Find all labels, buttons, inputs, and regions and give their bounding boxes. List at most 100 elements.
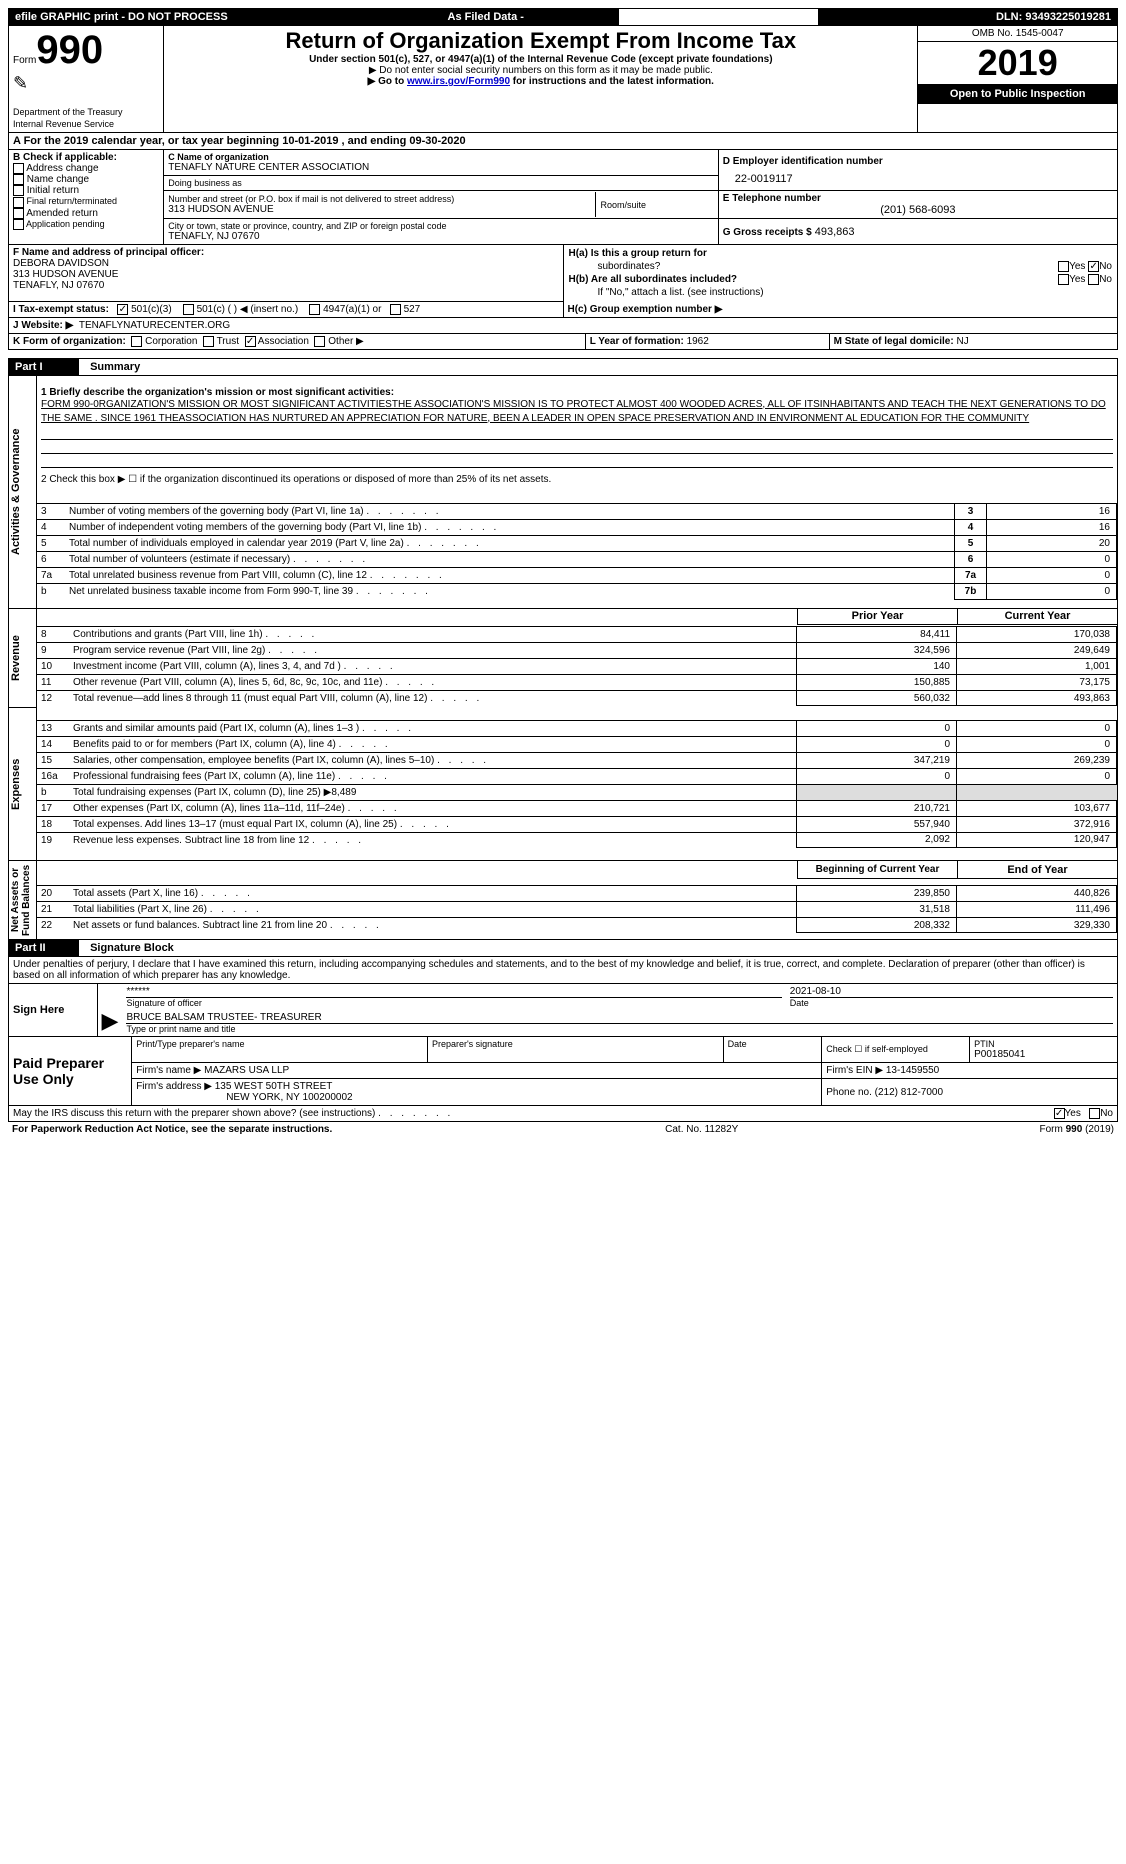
dln: DLN: 93493225019281	[818, 9, 1117, 26]
a-mid: , and ending	[338, 135, 409, 147]
checkbox-assoc[interactable]: ✓	[245, 336, 256, 347]
side-ag-label: Activities & Governance	[10, 377, 22, 607]
summary-row: 9Program service revenue (Part VIII, lin…	[37, 642, 1117, 658]
summary-row: 19Revenue less expenses. Subtract line 1…	[37, 832, 1117, 848]
checkbox-trust[interactable]	[203, 336, 214, 347]
side-rev-label: Revenue	[10, 610, 22, 706]
checkbox-4947[interactable]	[309, 304, 320, 315]
i-label: I Tax-exempt status:	[13, 304, 109, 315]
checkbox-final-return[interactable]	[13, 197, 24, 208]
checkbox-initial-return[interactable]	[13, 185, 24, 196]
irs-link[interactable]: www.irs.gov/Form990	[407, 76, 510, 87]
checkbox-address-change[interactable]	[13, 163, 24, 174]
line-value: 16	[987, 504, 1117, 520]
a-pre: A For the 2019 calendar year, or tax yea…	[13, 135, 282, 147]
current-value: 440,826	[957, 885, 1117, 901]
line-no: 15	[37, 752, 69, 768]
side-revenue: Revenue	[9, 609, 37, 708]
summary-row: 16aProfessional fundraising fees (Part I…	[37, 768, 1117, 784]
sig-label: Signature of officer	[126, 998, 781, 1008]
section-c-street: Number and street (or P.O. box if mail i…	[164, 191, 719, 219]
checkbox-amended[interactable]	[13, 208, 24, 219]
summary-row: 3Number of voting members of the governi…	[37, 504, 1117, 520]
entity-block: B Check if applicable: Address change Na…	[8, 150, 1118, 245]
ha-label2: subordinates?	[568, 260, 895, 273]
checkbox-hb-no[interactable]	[1088, 274, 1099, 285]
checkbox-501c3[interactable]: ✓	[117, 304, 128, 315]
checkbox-501c[interactable]	[183, 304, 194, 315]
checkbox-app-pending[interactable]	[13, 219, 24, 230]
checkbox-ha-no[interactable]: ✓	[1088, 261, 1099, 272]
prior-year-hdr: Prior Year	[798, 609, 958, 624]
section-h: H(a) Is this a group return for subordin…	[563, 245, 1118, 301]
checkbox-other[interactable]	[314, 336, 325, 347]
pra-notice: For Paperwork Reduction Act Notice, see …	[8, 1122, 563, 1137]
dba-label: Doing business as	[168, 178, 714, 188]
ptin: P00185041	[974, 1049, 1113, 1060]
summary-row: bTotal fundraising expenses (Part IX, co…	[37, 784, 1117, 800]
note2-post: for instructions and the latest informat…	[510, 76, 714, 87]
checkbox-527[interactable]	[390, 304, 401, 315]
firm-addr1: 135 WEST 50TH STREET	[215, 1081, 333, 1092]
side-expenses: Expenses	[9, 708, 37, 861]
line-text: Total fundraising expenses (Part IX, col…	[69, 784, 797, 800]
section-klm: K Form of organization: Corporation Trus…	[8, 334, 1118, 350]
dept: Department of the Treasury Internal Reve…	[13, 107, 123, 129]
line-no: 14	[37, 736, 69, 752]
section-j: J Website: ▶ TENAFLYNATURECENTER.ORG	[8, 318, 1118, 334]
checkbox-hb-yes[interactable]	[1058, 274, 1069, 285]
b-item: Address change	[26, 163, 98, 174]
open-inspection: Open to Public Inspection	[918, 84, 1117, 104]
checkbox-discuss-no[interactable]	[1089, 1108, 1100, 1119]
hc-label: H(c) Group exemption number ▶	[568, 304, 723, 315]
prior-value: 0	[797, 736, 957, 752]
line-no: 22	[37, 917, 69, 933]
checkbox-name-change[interactable]	[13, 174, 24, 185]
line-text: Revenue less expenses. Subtract line 18 …	[69, 832, 797, 848]
summary-row: 8Contributions and grants (Part VIII, li…	[37, 626, 1117, 642]
section-b: B Check if applicable: Address change Na…	[9, 150, 164, 245]
current-value: 111,496	[957, 901, 1117, 917]
form-subtitle: Under section 501(c), 527, or 4947(a)(1)…	[168, 54, 913, 65]
current-value: 120,947	[957, 832, 1117, 848]
gross-receipts: 493,863	[815, 226, 855, 238]
domicile: NJ	[956, 336, 968, 347]
section-c-name: C Name of organization TENAFLY NATURE CE…	[164, 150, 719, 176]
line-no: 18	[37, 816, 69, 832]
side-exp-label: Expenses	[10, 709, 22, 859]
line-no: 19	[37, 832, 69, 848]
sig-date-label: Date	[790, 998, 1113, 1008]
a-begin: 10-01-2019	[282, 135, 338, 147]
note2-pre: ▶ Go to	[368, 76, 407, 87]
checkbox-discuss-yes[interactable]: ✓	[1054, 1108, 1065, 1119]
summary-row: 21Total liabilities (Part X, line 26) . …	[37, 901, 1117, 917]
line-text: Total number of individuals employed in …	[65, 536, 955, 552]
i-501c: 501(c) ( ) ◀ (insert no.)	[197, 304, 299, 315]
line-box: 7b	[955, 584, 987, 600]
officer-addr2: TENAFLY, NJ 07670	[13, 280, 559, 291]
b-item: Name change	[27, 174, 89, 185]
current-value: 170,038	[957, 626, 1117, 642]
checkbox-ha-yes[interactable]	[1058, 261, 1069, 272]
prior-value: 84,411	[797, 626, 957, 642]
g-label: G Gross receipts $	[723, 227, 812, 238]
checkbox-corp[interactable]	[131, 336, 142, 347]
line-box: 5	[955, 536, 987, 552]
section-i: I Tax-exempt status: ✓ 501(c)(3) 501(c) …	[9, 301, 564, 317]
form-header: Form990 ✎ Department of the Treasury Int…	[8, 26, 1118, 133]
line-no: 6	[37, 552, 65, 568]
summary-row: 15Salaries, other compensation, employee…	[37, 752, 1117, 768]
line-value: 16	[987, 520, 1117, 536]
line2: 2 Check this box ▶ ☐ if the organization…	[41, 474, 1113, 485]
line-text: Total number of volunteers (estimate if …	[65, 552, 955, 568]
mission-text: FORM 990-0RGANIZATION'S MISSION OR MOST …	[41, 398, 1113, 426]
yes-label: Yes	[1065, 1108, 1081, 1119]
line-text: Other expenses (Part IX, column (A), lin…	[69, 800, 797, 816]
summary-table: Activities & Governance 1 Briefly descri…	[8, 376, 1118, 940]
firm-name-label: Firm's name ▶	[136, 1065, 201, 1076]
prior-value: 2,092	[797, 832, 957, 848]
k-opt: Association	[258, 336, 309, 347]
e-label: E Telephone number	[723, 193, 1113, 204]
summary-row: 20Total assets (Part X, line 16) . . . .…	[37, 885, 1117, 901]
f-label: F Name and address of principal officer:	[13, 247, 559, 258]
